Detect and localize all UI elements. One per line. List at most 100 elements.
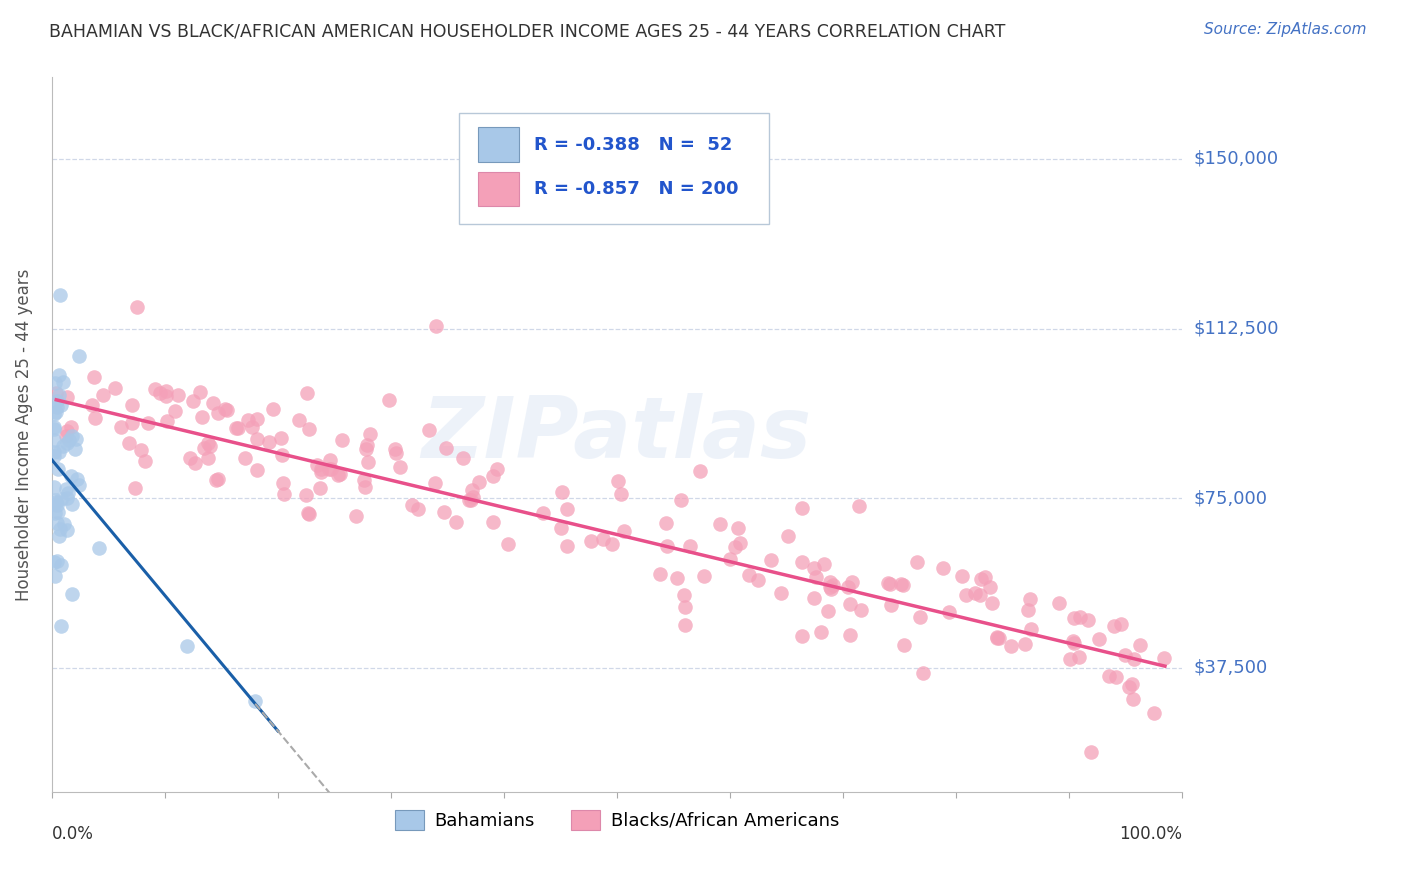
Point bbox=[60, 429, 83, 443]
Point bbox=[44, 376, 66, 390]
Point bbox=[979, 580, 1001, 594]
Point bbox=[262, 402, 284, 417]
Point bbox=[1063, 636, 1085, 650]
Point bbox=[950, 568, 973, 582]
Point bbox=[129, 442, 152, 457]
Point bbox=[65, 432, 87, 446]
Point bbox=[346, 508, 368, 523]
Point bbox=[531, 506, 554, 520]
Point bbox=[1114, 648, 1136, 662]
Point bbox=[155, 389, 177, 403]
Point bbox=[602, 536, 624, 550]
Point bbox=[970, 572, 993, 586]
Point bbox=[880, 598, 903, 612]
Point bbox=[42, 420, 65, 434]
Point bbox=[191, 410, 214, 425]
Point bbox=[613, 524, 636, 539]
Point bbox=[319, 453, 342, 467]
Point bbox=[557, 539, 579, 553]
Point bbox=[1069, 610, 1091, 624]
Point bbox=[354, 480, 377, 494]
Y-axis label: Householder Income Ages 25 - 44 years: Householder Income Ages 25 - 44 years bbox=[15, 268, 32, 601]
Point bbox=[214, 401, 236, 416]
Point bbox=[59, 469, 82, 483]
Point bbox=[51, 492, 73, 507]
Point bbox=[270, 431, 292, 445]
Point bbox=[555, 501, 578, 516]
Point bbox=[45, 393, 67, 408]
Point bbox=[84, 411, 107, 425]
Point bbox=[433, 505, 456, 519]
Point bbox=[207, 472, 229, 486]
Point bbox=[165, 404, 187, 418]
Point bbox=[228, 421, 250, 435]
Point bbox=[55, 424, 77, 438]
Point bbox=[932, 560, 955, 574]
Text: $37,500: $37,500 bbox=[1194, 659, 1267, 677]
Point bbox=[981, 597, 1004, 611]
Point bbox=[257, 435, 280, 450]
Point bbox=[56, 491, 79, 505]
FancyBboxPatch shape bbox=[478, 128, 519, 161]
Point bbox=[803, 591, 825, 606]
Text: 0.0%: 0.0% bbox=[52, 824, 94, 843]
Point bbox=[193, 442, 215, 456]
Point bbox=[184, 456, 207, 470]
Point bbox=[204, 473, 226, 487]
Point bbox=[45, 386, 67, 401]
Point bbox=[69, 349, 91, 363]
Point bbox=[1122, 691, 1144, 706]
Point bbox=[401, 498, 423, 512]
Point bbox=[879, 576, 901, 591]
Point bbox=[579, 533, 602, 548]
Point bbox=[295, 385, 318, 400]
Point bbox=[305, 458, 328, 472]
Point bbox=[792, 629, 814, 643]
Point bbox=[654, 516, 676, 531]
Point bbox=[46, 498, 69, 512]
Point bbox=[298, 422, 321, 436]
Point bbox=[820, 582, 842, 596]
Point bbox=[837, 580, 859, 594]
Point bbox=[848, 499, 870, 513]
Point bbox=[156, 414, 179, 428]
Point bbox=[761, 553, 783, 567]
Point bbox=[44, 506, 66, 520]
Point bbox=[841, 574, 863, 589]
Point bbox=[1063, 611, 1085, 625]
Point bbox=[974, 569, 997, 583]
Point bbox=[60, 497, 83, 511]
Text: 100.0%: 100.0% bbox=[1119, 824, 1182, 843]
Point bbox=[1017, 603, 1039, 617]
Point bbox=[66, 472, 89, 486]
Point bbox=[110, 420, 132, 434]
Point bbox=[309, 461, 332, 475]
Point bbox=[288, 412, 311, 426]
FancyBboxPatch shape bbox=[458, 113, 769, 224]
Point bbox=[45, 495, 67, 509]
Point bbox=[52, 439, 75, 453]
Point bbox=[354, 442, 377, 456]
Point bbox=[225, 421, 247, 435]
Point bbox=[271, 476, 294, 491]
Point bbox=[813, 557, 835, 571]
Point bbox=[357, 455, 380, 469]
Point bbox=[461, 483, 484, 498]
Point bbox=[149, 385, 172, 400]
Point bbox=[384, 442, 406, 457]
Point bbox=[1153, 650, 1175, 665]
Point bbox=[201, 396, 224, 410]
Point bbox=[136, 416, 159, 430]
Point bbox=[297, 506, 319, 520]
Point bbox=[46, 505, 69, 519]
Point bbox=[803, 561, 825, 575]
Point bbox=[48, 368, 70, 382]
Point bbox=[46, 516, 69, 530]
Point bbox=[55, 429, 77, 443]
Point bbox=[457, 493, 479, 508]
Point bbox=[48, 388, 70, 402]
Point bbox=[673, 618, 696, 632]
Point bbox=[198, 439, 221, 453]
Point bbox=[1014, 637, 1036, 651]
Point bbox=[295, 488, 318, 502]
